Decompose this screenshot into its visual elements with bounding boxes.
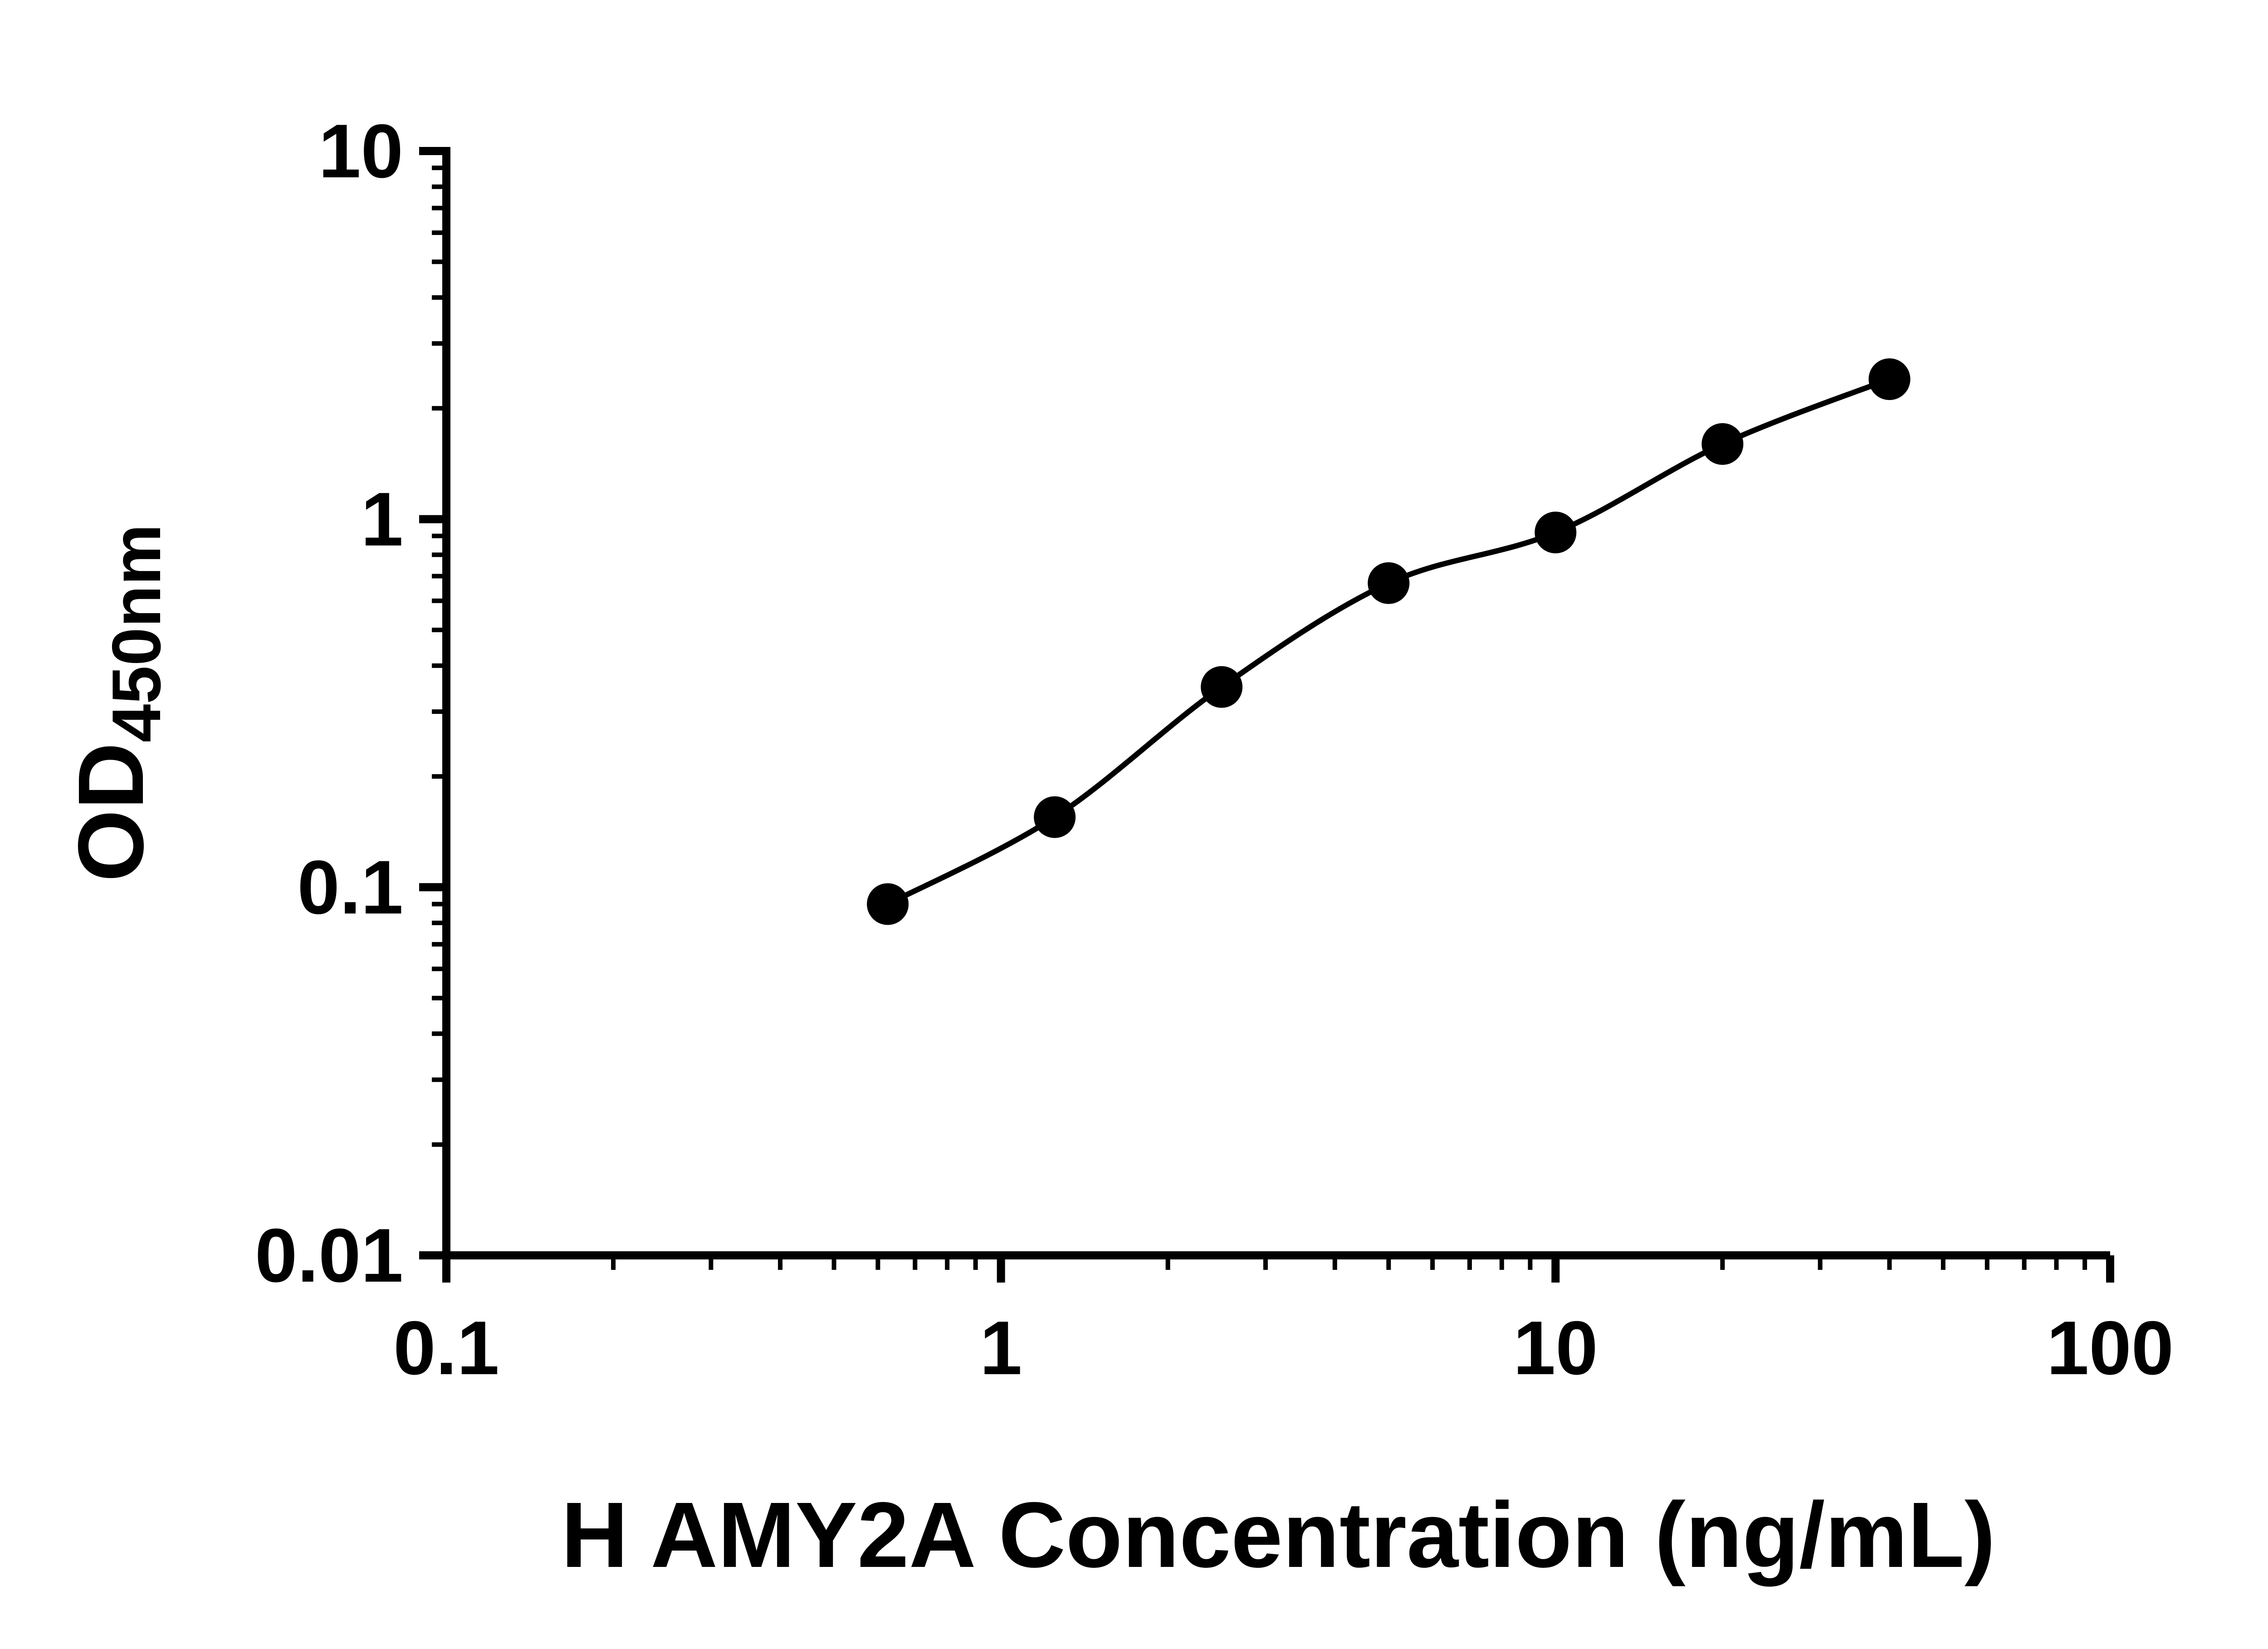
x-tick-label: 0.1 (393, 1305, 499, 1390)
y-axis-title-main: OD (59, 742, 163, 882)
data-point (1201, 666, 1243, 708)
data-point (1701, 423, 1744, 465)
y-axis-title: OD450nm (59, 524, 175, 882)
data-point (1368, 562, 1410, 604)
y-tick-label: 0.01 (255, 1213, 403, 1298)
x-tick-label: 100 (2047, 1305, 2174, 1390)
data-point (867, 883, 909, 925)
y-tick-label: 10 (318, 108, 403, 194)
x-tick-label: 10 (1513, 1305, 1598, 1390)
y-tick-label: 1 (361, 477, 403, 562)
x-axis-title: H AMY2A Concentration (ng/mL) (561, 1483, 1995, 1587)
data-point (1034, 796, 1076, 838)
data-point (1535, 512, 1577, 554)
axes (442, 147, 2110, 1259)
y-axis-title-sub: 450nm (98, 524, 175, 742)
data-point (1868, 358, 1911, 400)
y-tick-label: 0.1 (297, 844, 403, 930)
x-tick-label: 1 (980, 1305, 1022, 1390)
